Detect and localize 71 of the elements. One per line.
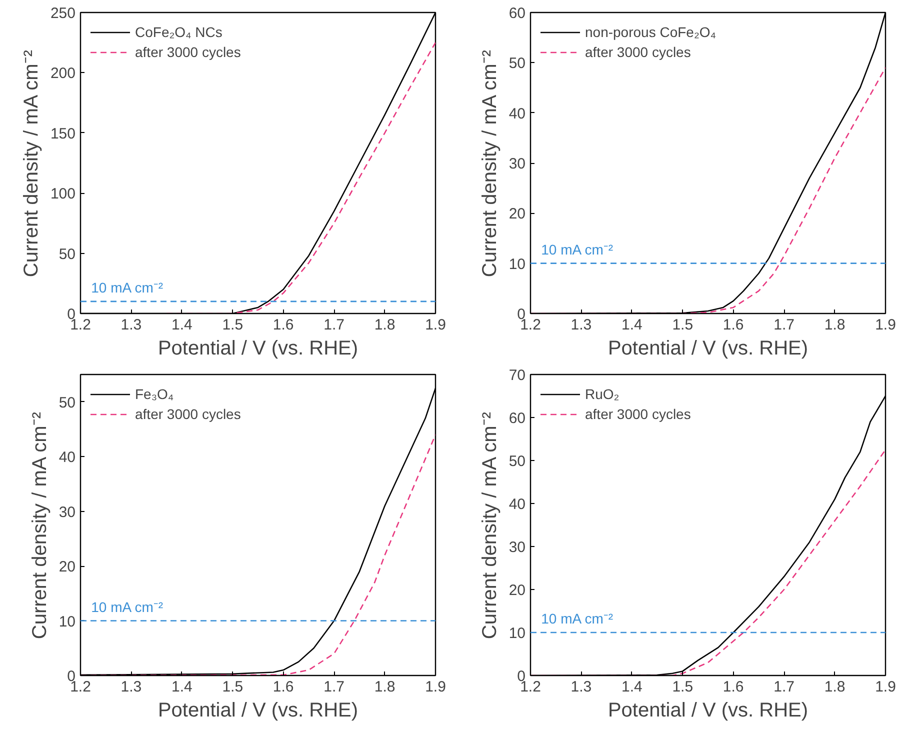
ref-line-label: 10 mA cm⁻² [91, 279, 164, 296]
y-tick-label: 20 [508, 582, 526, 599]
legend-label: Fe₃O₄ [135, 386, 174, 402]
y-tick-label: 100 [50, 186, 76, 203]
x-tick-label: 1.7 [324, 316, 345, 334]
y-tick-label: 50 [508, 55, 526, 72]
legend-label: RuO₂ [585, 386, 620, 402]
y-tick-label: 10 [508, 256, 526, 273]
x-tick-label: 1.5 [672, 316, 694, 334]
y-tick-label: 40 [58, 449, 76, 466]
x-tick-label: 1.9 [425, 678, 446, 696]
y-tick-label: 70 [508, 367, 526, 384]
y-tick-label: 150 [50, 125, 76, 142]
x-tick-label: 1.3 [570, 316, 592, 334]
y-tick-label: 50 [58, 246, 76, 263]
y-axis-title: Current density / mA cm⁻² [478, 50, 501, 278]
y-axis-title: Current density / mA cm⁻² [28, 412, 51, 640]
x-tick-label: 1.9 [875, 678, 896, 696]
y-tick-label: 60 [508, 410, 526, 427]
legend-label: CoFe₂O₄ NCs [135, 24, 222, 40]
x-tick-label: 1.5 [222, 316, 244, 334]
x-tick-label: 1.9 [875, 316, 896, 334]
y-tick-label: 30 [58, 504, 76, 521]
ref-line-label: 10 mA cm⁻² [91, 598, 164, 615]
legend-label: after 3000 cycles [585, 406, 691, 422]
x-tick-label: 1.8 [374, 678, 396, 696]
y-tick-label: 60 [508, 5, 526, 22]
x-tick-label: 1.4 [622, 316, 642, 334]
y-tick-label: 30 [508, 539, 526, 556]
x-tick-label: 1.4 [622, 678, 642, 696]
y-tick-label: 40 [508, 496, 526, 513]
x-tick-label: 1.4 [172, 678, 192, 696]
x-tick-label: 1.5 [222, 678, 244, 696]
x-tick-label: 1.8 [824, 316, 846, 334]
x-axis-title: Potential / V (vs. RHE) [158, 338, 358, 360]
y-tick-label: 50 [58, 394, 76, 412]
x-tick-label: 1.8 [374, 316, 396, 334]
x-tick-label: 1.6 [272, 316, 294, 334]
legend-label: after 3000 cycles [585, 44, 691, 60]
x-tick-label: 1.4 [172, 316, 192, 334]
x-tick-label: 1.3 [120, 678, 142, 696]
x-tick-label: 1.3 [570, 678, 592, 696]
legend-label: non-porous CoFe₂O₄ [585, 24, 716, 40]
x-tick-label: 1.6 [722, 678, 744, 696]
x-axis-title: Potential / V (vs. RHE) [608, 700, 808, 722]
y-tick-label: 20 [508, 206, 526, 223]
y-tick-label: 50 [508, 453, 526, 470]
ref-line-label: 10 mA cm⁻² [541, 241, 614, 258]
y-tick-label: 250 [50, 5, 76, 22]
y-tick-label: 30 [508, 156, 526, 172]
x-tick-label: 1.7 [774, 316, 795, 334]
x-axis-title: Potential / V (vs. RHE) [158, 700, 358, 722]
x-tick-label: 1.9 [425, 316, 446, 334]
y-tick-label: 10 [508, 625, 526, 642]
y-axis-title: Current density / mA cm⁻² [478, 412, 501, 640]
x-tick-label: 1.7 [774, 678, 795, 696]
legend-label: after 3000 cycles [135, 44, 241, 60]
y-tick-label: 10 [58, 613, 76, 630]
x-tick-label: 1.8 [824, 678, 846, 696]
y-tick-label: 20 [58, 558, 76, 576]
x-tick-label: 1.5 [672, 678, 694, 696]
y-tick-label: 200 [50, 65, 76, 82]
x-tick-label: 1.7 [324, 678, 345, 696]
ref-line-label: 10 mA cm⁻² [541, 610, 614, 626]
x-tick-label: 1.6 [272, 678, 294, 696]
x-axis-title: Potential / V (vs. RHE) [608, 338, 808, 360]
y-axis-title: Current density / mA cm⁻² [20, 50, 42, 278]
x-tick-label: 1.6 [722, 316, 744, 334]
y-tick-label: 40 [508, 105, 526, 122]
legend-label: after 3000 cycles [135, 406, 241, 422]
x-tick-label: 1.3 [120, 316, 142, 334]
